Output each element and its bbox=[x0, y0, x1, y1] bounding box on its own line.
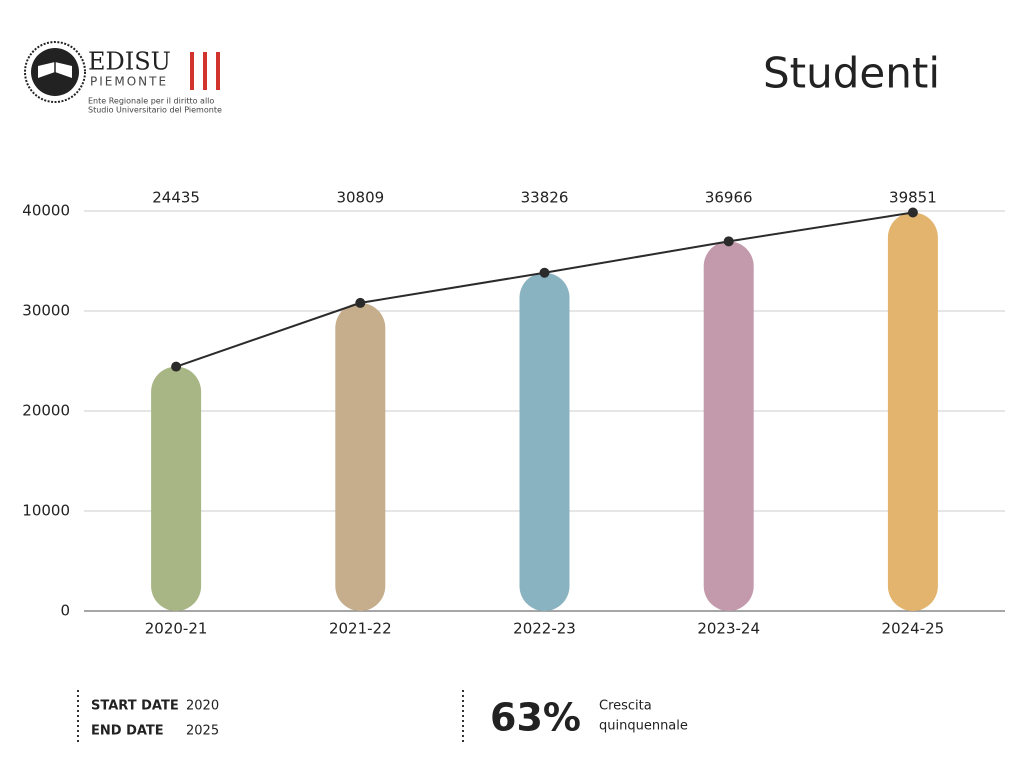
chart-title: Studenti bbox=[763, 49, 940, 98]
value-label: 24435 bbox=[152, 189, 200, 207]
start-value: 2020 bbox=[186, 699, 219, 714]
value-label: 30809 bbox=[336, 189, 384, 207]
y-tick-label: 0 bbox=[60, 602, 70, 620]
value-label: 36966 bbox=[705, 189, 753, 207]
bar bbox=[151, 366, 202, 611]
bar bbox=[887, 212, 938, 612]
value-label: 33826 bbox=[521, 189, 569, 207]
logo-tagline: Studio Universitario del Piemonte bbox=[88, 106, 222, 115]
growth-label: Crescita bbox=[599, 699, 652, 714]
logo-tagline: Ente Regionale per il diritto allo bbox=[88, 97, 214, 106]
x-tick-label: 2020-21 bbox=[145, 620, 208, 638]
bar bbox=[335, 302, 386, 611]
logo-sub: PIEMONTE bbox=[90, 75, 168, 89]
growth-label: quinquennale bbox=[599, 719, 688, 734]
x-tick-label: 2021-22 bbox=[329, 620, 392, 638]
line-point bbox=[355, 297, 366, 308]
y-tick-label: 40000 bbox=[22, 202, 70, 220]
logo bbox=[24, 41, 220, 103]
start-label: START DATE bbox=[91, 699, 179, 714]
bar bbox=[703, 241, 754, 611]
line-point bbox=[723, 236, 734, 247]
bar bbox=[519, 272, 570, 611]
x-tick-label: 2023-24 bbox=[697, 620, 760, 638]
y-tick-label: 30000 bbox=[22, 302, 70, 320]
y-tick-label: 20000 bbox=[22, 402, 70, 420]
value-label: 39851 bbox=[889, 189, 937, 207]
x-tick-label: 2022-23 bbox=[513, 620, 576, 638]
growth-value: 63% bbox=[490, 696, 581, 740]
logo-name: EDISU bbox=[88, 48, 171, 76]
line-point bbox=[907, 207, 918, 218]
end-value: 2025 bbox=[186, 724, 219, 739]
x-tick-label: 2024-25 bbox=[882, 620, 945, 638]
end-label: END DATE bbox=[91, 724, 164, 739]
y-tick-label: 10000 bbox=[22, 502, 70, 520]
line-point bbox=[171, 361, 182, 372]
line-point bbox=[539, 267, 550, 278]
